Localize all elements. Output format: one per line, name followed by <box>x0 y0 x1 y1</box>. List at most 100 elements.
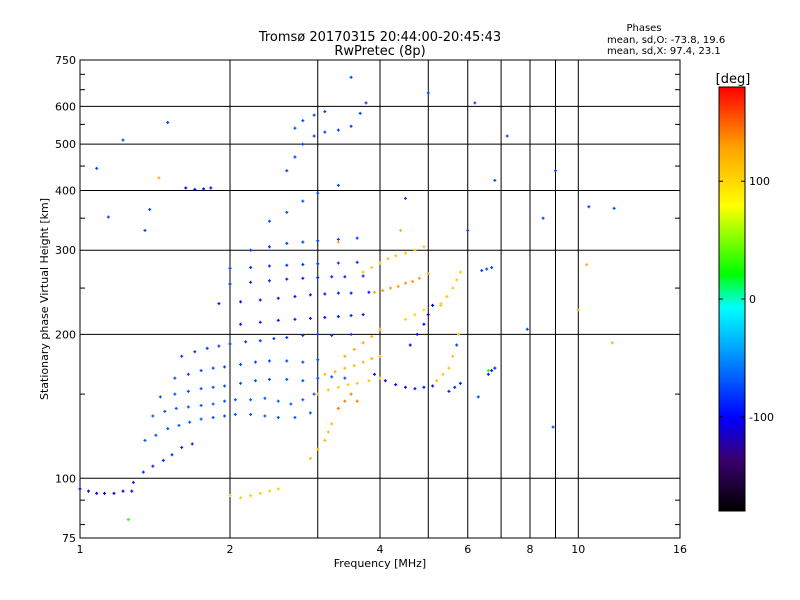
data-point <box>267 219 271 223</box>
data-point <box>173 392 177 396</box>
data-point <box>415 332 419 336</box>
data-point <box>330 422 334 426</box>
data-point <box>263 414 267 418</box>
data-point <box>333 370 337 374</box>
data-point <box>343 366 347 370</box>
data-point <box>95 166 99 170</box>
data-point <box>258 339 262 343</box>
data-point <box>276 416 280 420</box>
data-point <box>293 295 297 299</box>
data-point <box>343 399 347 403</box>
data-point <box>312 392 316 396</box>
data-point <box>355 260 359 264</box>
data-point <box>249 280 253 284</box>
data-point <box>186 372 190 376</box>
data-point <box>258 491 262 495</box>
data-point <box>223 384 227 388</box>
data-point <box>316 376 320 380</box>
data-point <box>293 416 297 420</box>
y-tick-label: 200 <box>55 328 76 341</box>
data-point <box>403 385 407 389</box>
data-point <box>106 215 110 219</box>
chart-subtitle: RwPretec (8p) <box>334 44 425 59</box>
data-point <box>157 176 161 180</box>
data-point <box>439 303 443 307</box>
data-point <box>466 228 470 232</box>
data-point <box>121 489 125 493</box>
data-point <box>249 494 253 498</box>
data-point <box>267 245 271 249</box>
data-point <box>121 138 125 142</box>
data-point <box>361 313 365 317</box>
data-point <box>373 372 377 376</box>
grid-lines <box>80 60 680 538</box>
data-point <box>193 187 197 191</box>
data-point <box>480 269 484 273</box>
phases-mean-o: mean, sd,O: -73.8, 19.6 <box>607 35 725 46</box>
data-point <box>301 360 305 364</box>
data-point <box>249 398 253 402</box>
colorbar-tick-label: -100 <box>749 411 774 424</box>
data-point <box>180 445 184 449</box>
data-point <box>394 254 398 258</box>
data-point <box>186 389 190 393</box>
data-point <box>323 372 327 376</box>
x-axis-label: Frequency [MHz] <box>334 557 426 570</box>
y-axis-label: Stationary phase Virtual Height [km] <box>38 198 51 400</box>
data-point <box>223 399 227 403</box>
data-point <box>276 296 280 300</box>
data-point <box>161 458 165 462</box>
data-point <box>403 281 407 285</box>
data-point <box>166 121 170 125</box>
data-point <box>211 416 215 420</box>
data-point <box>378 354 382 358</box>
data-point <box>244 340 248 344</box>
data-point <box>223 365 227 369</box>
data-point <box>199 387 203 391</box>
data-point <box>301 263 305 267</box>
data-point <box>490 266 494 270</box>
data-point <box>301 398 305 402</box>
data-point <box>174 406 178 410</box>
y-tick-label: 75 <box>62 532 76 545</box>
data-point <box>112 491 116 495</box>
data-point <box>336 314 340 318</box>
data-point <box>301 142 305 146</box>
y-tick-label: 100 <box>55 472 76 485</box>
data-point <box>323 110 327 114</box>
data-point <box>370 334 374 338</box>
chart-title: Tromsø 20170315 20:44:00-20:45:43 <box>258 30 501 45</box>
data-point <box>367 379 371 383</box>
data-point <box>343 376 347 380</box>
data-point <box>330 375 334 379</box>
data-point <box>285 277 289 281</box>
data-point <box>399 228 403 232</box>
data-point <box>249 266 253 270</box>
data-point <box>346 383 350 387</box>
data-point <box>190 442 194 446</box>
data-point <box>143 228 147 232</box>
data-point <box>217 344 221 348</box>
data-point <box>458 270 462 274</box>
data-point <box>166 427 170 431</box>
data-point <box>308 293 312 297</box>
data-point <box>276 487 280 491</box>
data-point <box>431 303 435 307</box>
data-point <box>422 308 426 312</box>
data-point <box>396 284 400 288</box>
data-point <box>458 381 462 385</box>
data-point <box>355 399 359 403</box>
data-point <box>258 320 262 324</box>
data-point <box>289 402 293 406</box>
data-point <box>170 453 174 457</box>
data-point <box>293 317 297 321</box>
data-point <box>411 280 415 284</box>
data-point <box>301 240 305 244</box>
colorbar <box>718 86 746 512</box>
data-point <box>441 372 445 376</box>
data-point <box>323 438 327 442</box>
data-point <box>330 333 334 337</box>
data-point <box>301 276 305 280</box>
data-point <box>378 261 382 265</box>
